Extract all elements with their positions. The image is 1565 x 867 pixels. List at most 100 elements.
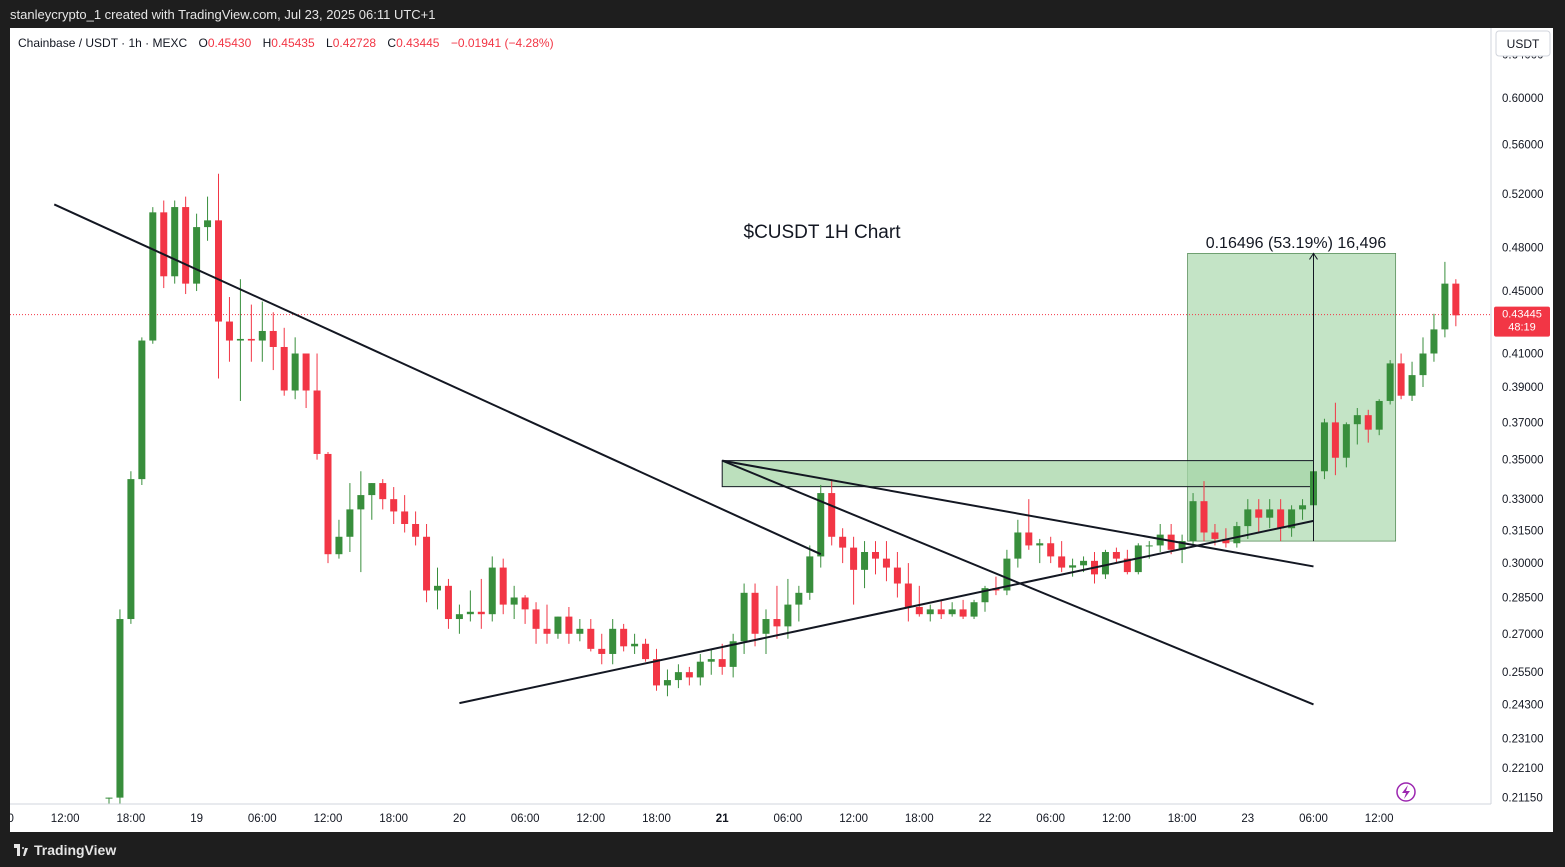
candle-up xyxy=(1233,526,1241,544)
candle-up xyxy=(1145,545,1153,547)
candle-up xyxy=(1419,353,1427,376)
price-tick-label: 0.33000 xyxy=(1502,494,1544,506)
candle-up xyxy=(127,479,135,620)
candle-up xyxy=(576,628,584,634)
candle-down xyxy=(751,592,759,634)
candle-down xyxy=(565,616,573,634)
candle-down xyxy=(390,499,398,512)
candle-down xyxy=(423,536,431,591)
price-tick-label: 0.28500 xyxy=(1502,593,1544,605)
candle-down xyxy=(915,606,923,615)
price-axis[interactable]: 0.640000.600000.560000.520000.480000.450… xyxy=(1490,28,1544,805)
time-tick-label: 12:00 xyxy=(576,813,605,825)
candle-down xyxy=(959,609,967,617)
resistance-zone xyxy=(721,460,1314,488)
top-attribution-bar: stanleycrypto_1 created with TradingView… xyxy=(0,0,1565,28)
candle-up xyxy=(784,604,792,627)
candle-down xyxy=(904,583,912,607)
candle-up xyxy=(729,641,737,667)
candle-up xyxy=(105,797,113,799)
currency-button-label[interactable]: USDT xyxy=(1507,37,1540,51)
candle-up xyxy=(1101,551,1109,575)
candle-down xyxy=(1222,538,1230,544)
price-tick-label: 0.60000 xyxy=(1502,93,1544,105)
candle-down xyxy=(532,609,540,629)
time-tick-label: 18:00 xyxy=(379,813,408,825)
time-tick-label: 12:00 xyxy=(1102,813,1131,825)
tradingview-logo-icon xyxy=(14,844,28,856)
candle-up xyxy=(1342,424,1350,458)
lightning-bolt-icon[interactable] xyxy=(1396,782,1416,802)
chart-frame[interactable]: Chainbase / USDT · 1h · MEXC O0.45430 H0… xyxy=(0,28,1553,832)
candle-down xyxy=(1397,363,1405,396)
price-tick-label: 0.21150 xyxy=(1502,793,1543,805)
candle-down xyxy=(247,338,255,341)
time-tick-label: 20 xyxy=(453,813,466,825)
candle-up xyxy=(1430,329,1438,354)
candle-down xyxy=(1277,509,1285,529)
lightning-bolt-circle[interactable] xyxy=(1396,782,1416,802)
candle-down xyxy=(302,353,310,391)
candle-up xyxy=(674,672,682,681)
price-tick-label: 0.52000 xyxy=(1502,189,1544,201)
candle-up xyxy=(762,619,770,634)
candle-down xyxy=(1047,543,1055,557)
legend-symbol: Chainbase / USDT · 1h · MEXC xyxy=(18,36,188,50)
price-chart[interactable]: Chainbase / USDT · 1h · MEXC O0.45430 H0… xyxy=(0,28,1553,832)
time-tick-label: 22 xyxy=(979,813,992,825)
currency-button[interactable]: USDT xyxy=(1495,30,1551,57)
tradingview-logo[interactable]: TradingView xyxy=(14,842,116,858)
price-tick-label: 0.22100 xyxy=(1502,763,1544,775)
candle-up xyxy=(1320,422,1328,472)
measure-label: 0.16496 (53.19%) 16,496 xyxy=(1206,235,1387,252)
legend-close-value: 0.43445 xyxy=(396,36,440,50)
candle-up xyxy=(1441,283,1449,330)
candle-up xyxy=(204,220,212,228)
measure-arrow-head xyxy=(1309,252,1318,260)
candle-down xyxy=(893,567,901,584)
time-tick-label: 23 xyxy=(1241,813,1254,825)
candle-down xyxy=(1255,509,1263,518)
candle-down xyxy=(160,212,168,277)
price-tick-label: 0.56000 xyxy=(1502,139,1544,151)
legend-high-label: H xyxy=(263,36,272,50)
candle-up xyxy=(970,602,978,617)
chart-title: $CUSDT 1H Chart xyxy=(744,222,902,243)
price-tick-label: 0.41000 xyxy=(1502,349,1544,361)
attribution-text: stanleycrypto_1 created with TradingView… xyxy=(10,7,436,22)
candle-down xyxy=(850,547,858,570)
candle-up xyxy=(631,643,639,647)
candle-down xyxy=(543,628,551,634)
candle-down xyxy=(653,659,660,686)
time-tick-label: 06:00 xyxy=(1299,813,1328,825)
legend-close-label: C xyxy=(387,36,396,50)
time-tick-label: 06:00 xyxy=(1036,813,1065,825)
long-descending-trendline xyxy=(53,203,822,556)
candle-up xyxy=(1036,543,1044,546)
price-tick-label: 0.27000 xyxy=(1502,629,1544,641)
candle-down xyxy=(379,483,387,500)
candle-up xyxy=(346,509,354,537)
time-tick-label: 06:00 xyxy=(511,813,540,825)
candle-down xyxy=(1452,283,1460,316)
candle-down xyxy=(477,611,485,615)
candle-up xyxy=(236,338,244,341)
time-tick-label: 12:00 xyxy=(314,813,343,825)
lightning-bolt-glyph[interactable] xyxy=(1402,785,1410,799)
time-tick-label: 21 xyxy=(716,813,729,825)
candle-up xyxy=(740,592,748,642)
candle-up xyxy=(335,536,343,555)
candle-up xyxy=(795,592,803,605)
time-axis[interactable]: 1806:0012:0018:001906:0012:0018:002006:0… xyxy=(0,803,1491,825)
candle-down xyxy=(1123,558,1131,573)
candle-up xyxy=(1080,560,1088,566)
bar-countdown: 48:19 xyxy=(1508,322,1536,334)
time-tick-label: 18:00 xyxy=(1168,813,1197,825)
candle-up xyxy=(1014,532,1022,559)
candle-up xyxy=(1178,541,1186,550)
currency-button-frame[interactable] xyxy=(1495,30,1551,57)
candle-up xyxy=(171,207,179,277)
candle-up xyxy=(554,616,562,634)
candle-up xyxy=(455,614,463,620)
price-tick-label: 0.31500 xyxy=(1502,525,1544,537)
